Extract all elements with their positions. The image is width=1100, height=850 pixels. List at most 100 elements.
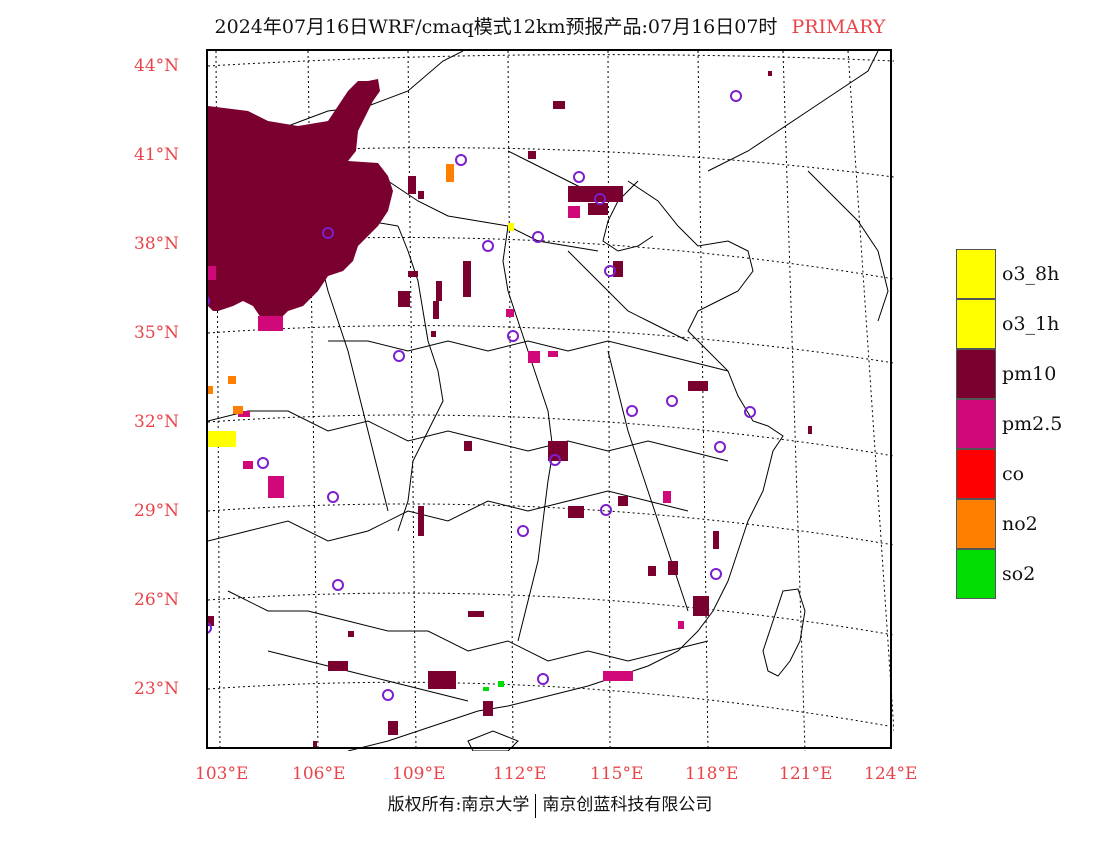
taiwan-island — [762, 588, 806, 677]
korea-coast — [807, 170, 889, 322]
pm10-pixel — [388, 721, 398, 735]
pm10-pixel — [568, 506, 584, 518]
lat-label: 29°N — [134, 501, 180, 521]
stations — [208, 90, 756, 701]
station-marker — [507, 330, 519, 342]
pm10-pixel — [668, 561, 678, 575]
copyright-company: 南京创蓝科技有限公司 — [542, 795, 713, 815]
station-marker — [482, 240, 494, 252]
copyright-footer: 版权所有:南京大学 南京创蓝科技有限公司 — [0, 790, 1100, 818]
pm10-pixel — [408, 176, 416, 194]
no2-pixel — [208, 386, 213, 394]
pm10-pixel — [408, 271, 418, 277]
station-marker — [573, 171, 585, 183]
pm10-pixel — [648, 566, 656, 576]
station-marker — [730, 90, 742, 102]
station-marker — [455, 154, 467, 166]
pm10-pixel — [463, 261, 471, 297]
station-marker — [710, 568, 722, 580]
pm10-pixel — [328, 661, 348, 671]
province-2 — [387, 180, 599, 252]
pm10-region — [208, 79, 623, 321]
primary-tag: PRIMARY — [791, 16, 886, 38]
so2-pixel — [498, 681, 504, 687]
station-marker — [600, 504, 612, 516]
lat-label: 38°N — [134, 234, 180, 254]
map-title: 2024年07月16日WRF/cmaq模式12km预报产品:07月16日07时 P… — [0, 12, 1100, 39]
lat-label: 35°N — [134, 323, 180, 343]
map-frame — [206, 49, 894, 751]
meridian-118e — [697, 51, 709, 751]
lon-label: 103°E — [195, 764, 249, 784]
footer-divider — [535, 793, 537, 818]
pm10-pixel — [418, 191, 424, 199]
legend-swatch — [956, 399, 996, 449]
pm10-pixel — [428, 671, 456, 689]
legend-label: no2 — [1002, 513, 1038, 535]
pm10-pixel — [464, 441, 472, 451]
parallel-23n — [208, 681, 894, 728]
lat-label: 41°N — [134, 145, 180, 165]
parallel-26n — [208, 592, 894, 636]
station-marker — [666, 395, 678, 407]
map-title-text: 2024年07月16日WRF/cmaq模式12km预报产品:07月16日07时 — [214, 16, 778, 38]
station-marker — [537, 673, 549, 685]
station-marker — [594, 193, 606, 205]
station-marker — [208, 622, 212, 634]
parallel-32n — [208, 414, 894, 457]
province-7 — [208, 490, 689, 542]
pm25-pixels — [208, 206, 684, 681]
pm10-pixel — [688, 381, 708, 391]
legend-label: pm10 — [1002, 363, 1057, 385]
lon-label: 112°E — [493, 764, 547, 784]
o3-pixel — [508, 223, 514, 231]
copyright-owner: 版权所有:南京大学 — [387, 795, 530, 815]
province-3 — [397, 225, 444, 532]
pm10-pixel — [398, 291, 410, 307]
pm10-pixel — [553, 101, 565, 109]
no2-pixel — [446, 164, 454, 182]
legend-label: o3_8h — [1002, 263, 1060, 285]
lon-label: 115°E — [590, 764, 644, 784]
parallel-29n — [208, 503, 894, 546]
pm10-pixel — [418, 506, 424, 536]
meridian-121e — [782, 51, 806, 751]
pm25-pixel — [506, 309, 514, 317]
pm10-pixel — [431, 331, 436, 337]
lon-label: 121°E — [779, 764, 833, 784]
legend-swatch — [956, 499, 996, 549]
meridian-109e — [407, 51, 417, 751]
pm25-pixel — [258, 316, 283, 331]
legend-label: o3_1h — [1002, 313, 1060, 335]
pm10-pixel — [713, 531, 719, 549]
legend-swatch — [956, 299, 996, 349]
pm10-pixel — [528, 151, 536, 159]
pm10-pixel — [348, 631, 354, 637]
station-marker — [517, 525, 529, 537]
liaodong-coast — [707, 51, 879, 172]
pm25-pixel — [568, 206, 580, 218]
lon-label: 124°E — [864, 764, 918, 784]
pm10-pixel — [433, 301, 439, 319]
legend-swatch — [956, 349, 996, 399]
lon-label: 109°E — [392, 764, 446, 784]
no2-pixel — [228, 376, 236, 384]
station-marker — [257, 457, 269, 469]
pm10-pixel — [208, 616, 214, 626]
pm10-pixel — [436, 281, 442, 301]
province-5 — [328, 340, 729, 372]
parallel-44n — [208, 54, 894, 67]
pm10-patch — [588, 203, 608, 215]
pm10-pixel — [313, 741, 317, 747]
province-8 — [227, 590, 709, 662]
province-6 — [208, 410, 729, 462]
no2-pixel — [233, 406, 243, 414]
station-marker — [332, 579, 344, 591]
pm25-pixel — [208, 266, 216, 280]
o3-pixel — [208, 431, 236, 447]
pm10-pixels — [208, 71, 812, 747]
lat-label: 23°N — [134, 679, 180, 699]
province-9 — [267, 650, 469, 702]
lat-label: 44°N — [134, 56, 180, 76]
pm10-pixel — [768, 71, 772, 76]
